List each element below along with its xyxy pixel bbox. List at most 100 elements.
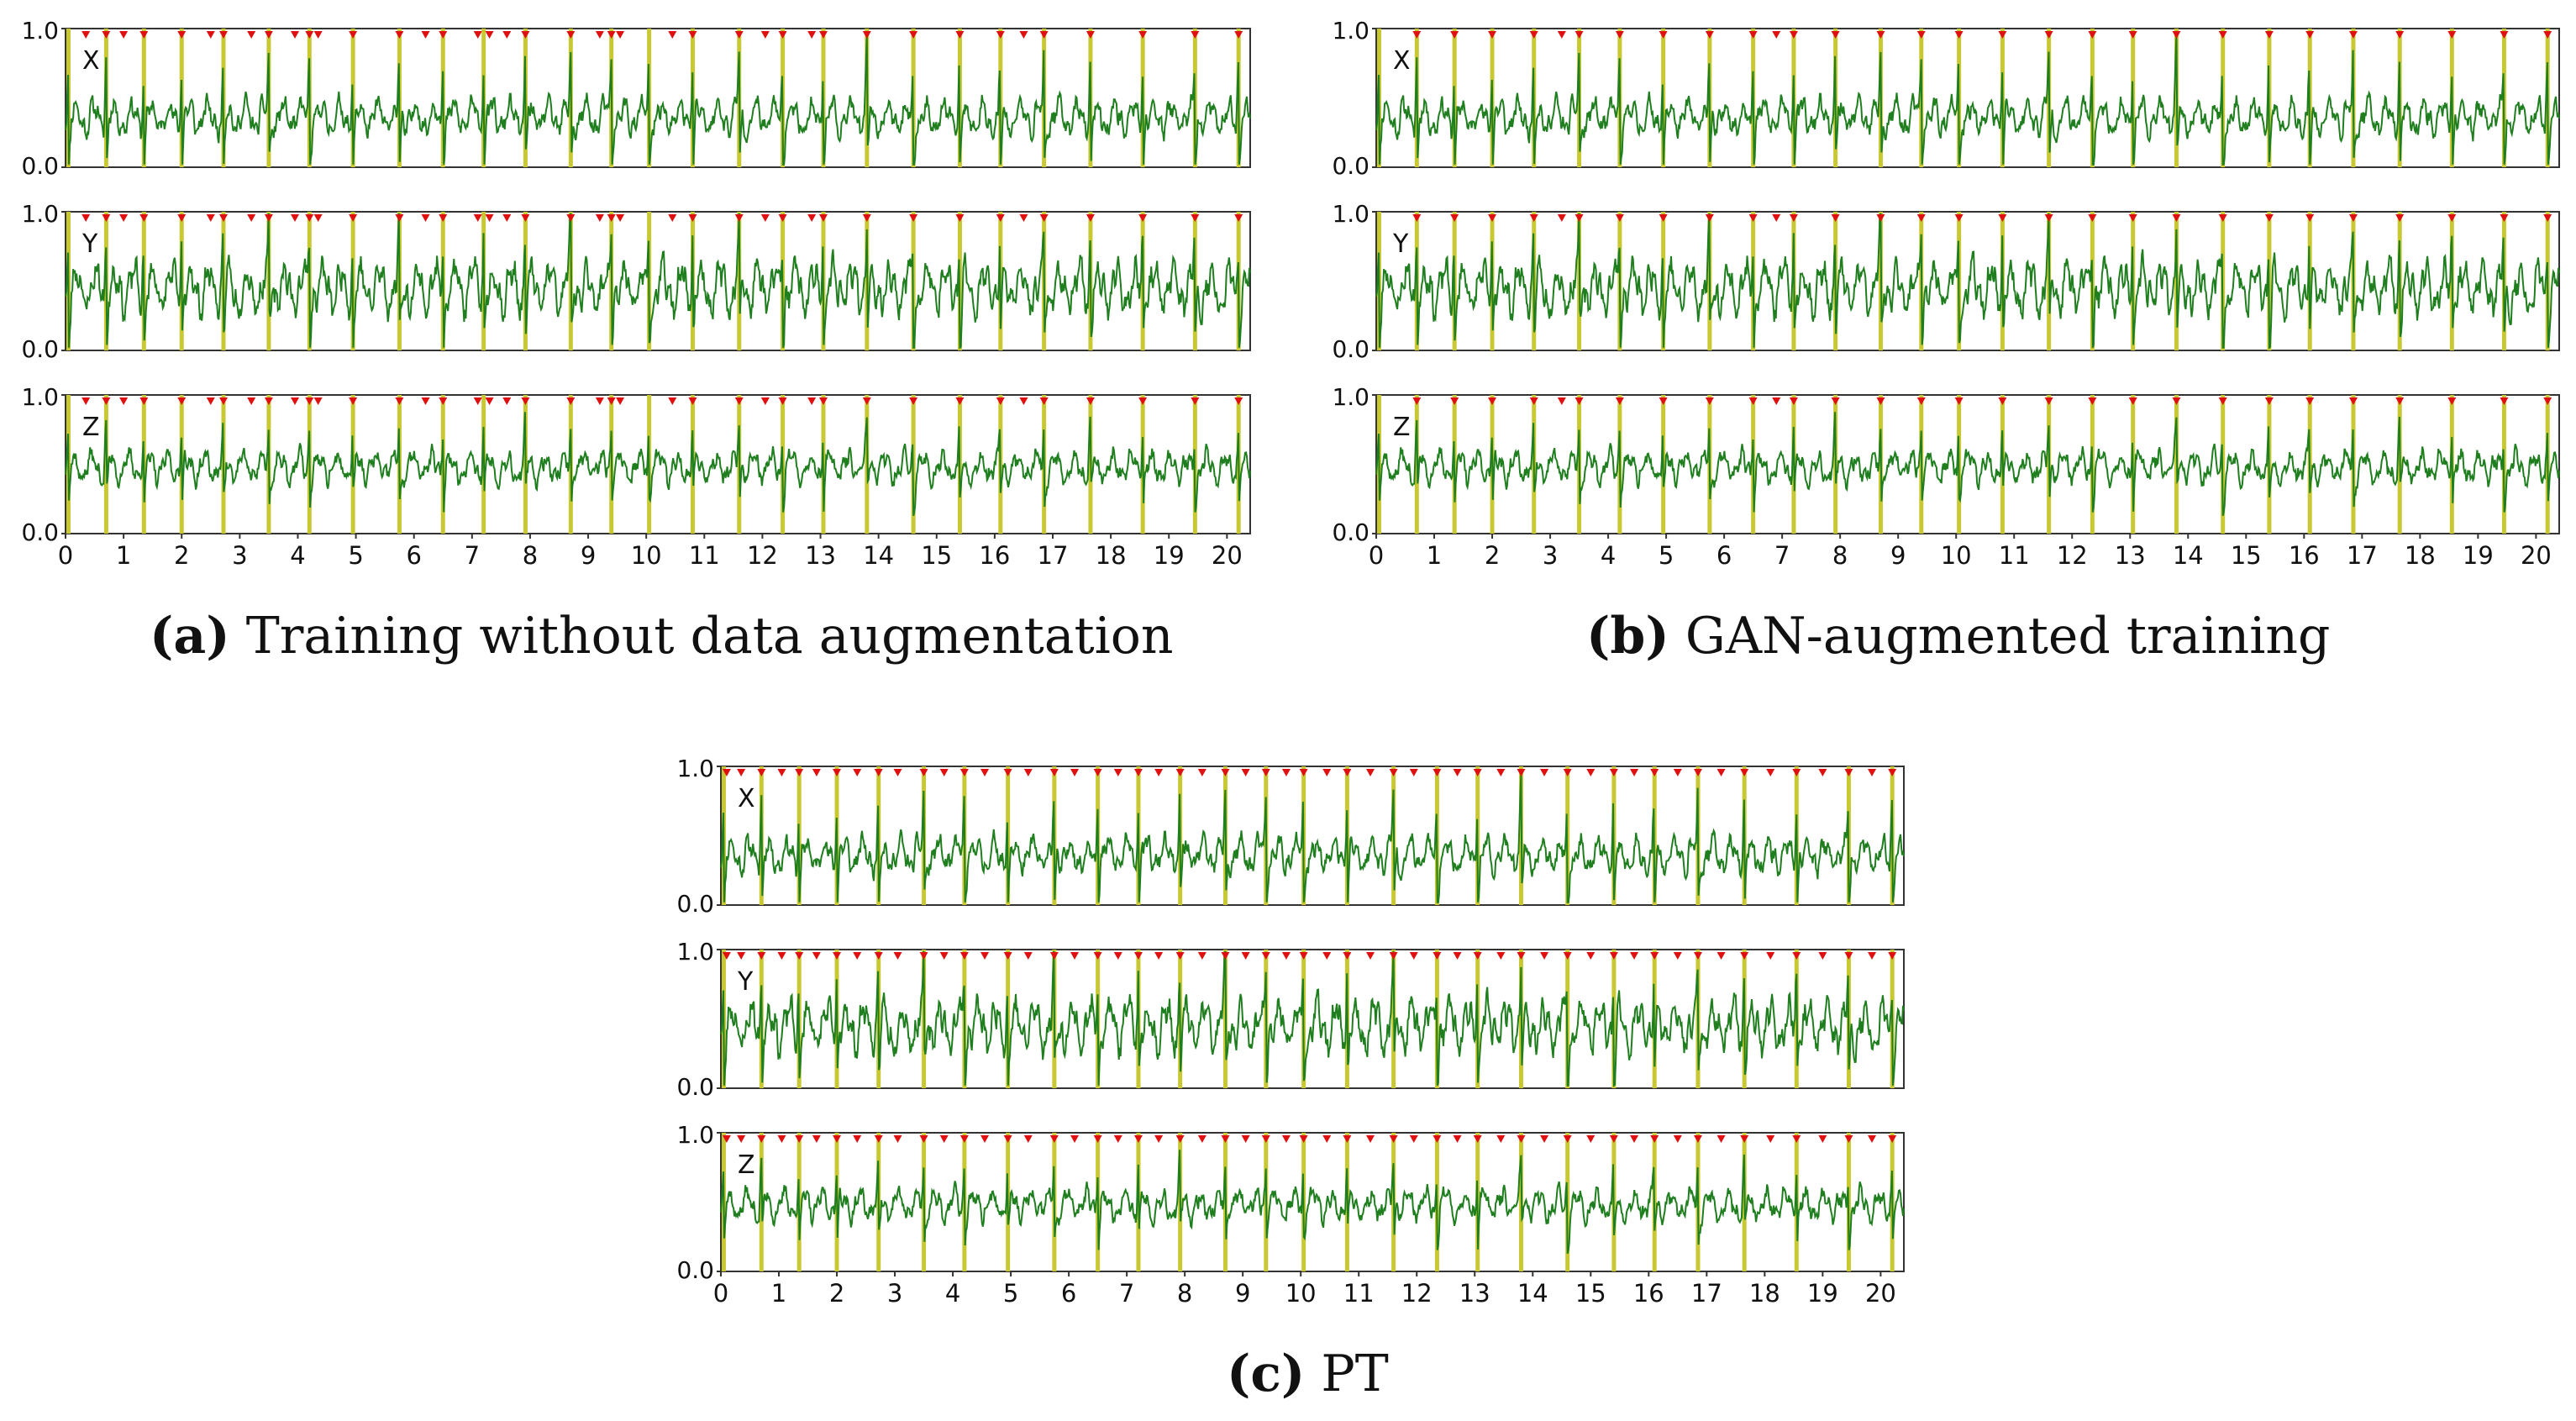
signal-line-z	[65, 412, 1251, 517]
axis-name-y: Y	[81, 229, 98, 259]
detection-marker	[1772, 31, 1781, 39]
detection-marker	[1241, 769, 1250, 776]
detection-marker	[853, 769, 862, 776]
detection-marker	[313, 397, 323, 405]
detection-marker	[818, 397, 828, 405]
detection-marker	[566, 31, 576, 39]
detection-marker	[955, 397, 965, 405]
detection-marker	[1175, 1135, 1185, 1143]
detection-marker	[1868, 769, 1877, 776]
detection-marker	[1888, 952, 1897, 960]
plot-frame	[65, 28, 1251, 168]
detection-marker	[737, 769, 746, 776]
detection-marker	[959, 952, 969, 960]
detection-marker	[853, 1135, 862, 1143]
detection-marker	[1693, 1135, 1702, 1143]
x-tick-label: 3	[1543, 541, 1558, 570]
detection-marker	[1557, 214, 1566, 222]
detection-marker	[1003, 1135, 1012, 1143]
detection-marker	[1998, 31, 2007, 39]
detection-marker	[206, 31, 215, 39]
y-tick-label-max: 1.0	[21, 200, 59, 228]
detection-marker	[1844, 769, 1853, 776]
detection-marker	[1453, 952, 1462, 960]
detection-marker	[734, 397, 744, 405]
y-tick-label-min: 0.0	[676, 890, 714, 918]
detection-marker	[919, 1135, 928, 1143]
x-tick-label: 3	[887, 1279, 902, 1308]
detection-marker	[2044, 214, 2053, 222]
x-tick-label: 2	[174, 541, 189, 570]
detection-marker	[980, 769, 990, 776]
detection-marker	[1299, 769, 1308, 776]
x-tick-label: 1	[1427, 541, 1442, 570]
x-tick-label: 1	[771, 1279, 786, 1308]
detection-marker	[1191, 31, 1200, 39]
x-tick-label: 11	[1999, 541, 2030, 570]
detection-marker	[2044, 397, 2053, 405]
y-tick-label-max: 1.0	[676, 755, 714, 782]
detection-marker	[395, 31, 404, 39]
detection-marker	[807, 214, 817, 222]
plot-frame	[65, 394, 1251, 534]
detection-marker	[1488, 31, 1497, 39]
detection-marker	[607, 214, 616, 222]
x-tick-label: 4	[945, 1279, 960, 1308]
detection-marker	[1389, 952, 1398, 960]
detection-marker	[1693, 769, 1702, 776]
detection-marker	[1241, 952, 1250, 960]
detection-marker	[2395, 31, 2405, 39]
detection-marker	[955, 214, 965, 222]
detection-marker	[1789, 31, 1798, 39]
x-tick-label: 12	[2057, 541, 2088, 570]
detection-marker	[1197, 769, 1207, 776]
detection-marker	[395, 397, 404, 405]
x-tick-label: 15	[2231, 541, 2262, 570]
detection-marker	[668, 397, 677, 405]
detection-marker	[959, 769, 969, 776]
detection-marker	[2305, 31, 2315, 39]
y-tick-label-min: 0.0	[1332, 335, 1369, 363]
detection-marker	[102, 214, 111, 222]
subplot-b-x: 1.0 0.0 X	[1332, 17, 2560, 180]
x-tick-label: 0	[58, 541, 73, 570]
detection-marker	[722, 769, 731, 776]
caption-c: (c) PT	[1227, 1345, 1389, 1403]
detection-marker	[1609, 1135, 1618, 1143]
detection-marker	[1540, 1135, 1549, 1143]
x-tick-label: 18	[1096, 541, 1127, 570]
detection-marker	[1133, 1135, 1143, 1143]
detection-marker	[1818, 769, 1827, 776]
detection-marker	[2128, 214, 2137, 222]
detection-marker	[1070, 1135, 1080, 1143]
detection-marker	[1450, 214, 1459, 222]
detection-marker	[2264, 31, 2274, 39]
detection-marker	[2264, 214, 2274, 222]
caption-b-text: GAN-augmented training	[1685, 607, 2331, 666]
detection-marker	[1659, 31, 1668, 39]
detection-marker	[264, 397, 273, 405]
detection-marker	[1876, 214, 1885, 222]
detection-marker	[81, 397, 91, 405]
detection-marker	[1409, 769, 1418, 776]
detection-marker	[1281, 1135, 1291, 1143]
detection-marker	[1412, 397, 1422, 405]
detection-marker	[919, 769, 928, 776]
detection-marker	[795, 1135, 804, 1143]
detection-marker	[668, 31, 677, 39]
detection-marker	[1716, 952, 1726, 960]
detection-marker	[291, 397, 300, 405]
detection-marker	[1496, 1135, 1506, 1143]
detection-marker	[1113, 1135, 1122, 1143]
detection-marker	[1191, 214, 1200, 222]
detection-marker	[1748, 214, 1758, 222]
detection-marker	[1039, 31, 1049, 39]
detection-marker	[566, 214, 576, 222]
y-tick-label-max: 1.0	[676, 1121, 714, 1149]
detection-marker	[439, 31, 448, 39]
detection-marker	[1772, 214, 1781, 222]
plot-frame	[720, 1132, 1905, 1272]
y-tick-label-max: 1.0	[21, 17, 59, 45]
x-tick-label: 5	[1003, 1279, 1018, 1308]
detection-marker	[1766, 952, 1775, 960]
